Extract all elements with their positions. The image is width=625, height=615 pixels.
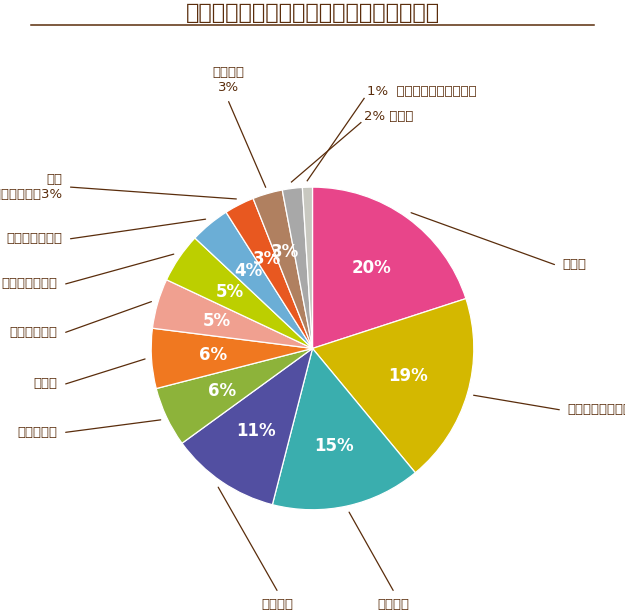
Text: 主体性: 主体性 (562, 258, 586, 271)
Wedge shape (312, 299, 474, 473)
Text: 人柄
（明る、素直さなど）3%: 人柄 （明る、素直さなど）3% (0, 173, 62, 201)
Wedge shape (253, 190, 312, 349)
Text: 19%: 19% (389, 367, 428, 386)
Text: 3%: 3% (253, 250, 281, 268)
Text: 一般常識: 一般常識 (261, 598, 293, 611)
Text: 6%: 6% (199, 346, 227, 363)
Text: 2% その他: 2% その他 (364, 109, 414, 122)
Text: 課題発見力: 課題発見力 (18, 426, 58, 439)
Wedge shape (152, 280, 312, 349)
Text: 独創性: 独創性 (34, 378, 58, 391)
Text: 企業が学生に不足していると思う能力要素: 企業が学生に不足していると思う能力要素 (186, 3, 439, 23)
Text: 6%: 6% (208, 382, 236, 400)
Text: 4%: 4% (234, 263, 263, 280)
Text: チームワーク力: チームワーク力 (2, 277, 58, 290)
Wedge shape (272, 349, 416, 510)
Wedge shape (182, 349, 312, 505)
Text: コミュニケーション力: コミュニケーション力 (568, 403, 625, 416)
Text: 一般教養
3%: 一般教養 3% (213, 66, 244, 93)
Text: ビジネスマナー: ビジネスマナー (6, 232, 63, 245)
Wedge shape (302, 187, 312, 349)
Wedge shape (226, 199, 312, 349)
Wedge shape (282, 188, 312, 349)
Wedge shape (166, 238, 312, 349)
Text: 粘り強さ: 粘り強さ (377, 598, 409, 611)
Text: 20%: 20% (351, 258, 391, 277)
Text: 1%  業界に関する専門知識: 1% 業界に関する専門知識 (368, 85, 477, 98)
Text: 5%: 5% (202, 312, 231, 330)
Wedge shape (195, 212, 312, 349)
Text: 15%: 15% (314, 437, 354, 455)
Text: 5%: 5% (216, 284, 244, 301)
Wedge shape (151, 328, 312, 389)
Text: 論理的思考力: 論理的思考力 (9, 326, 58, 339)
Wedge shape (312, 187, 466, 349)
Text: 11%: 11% (236, 422, 276, 440)
Wedge shape (156, 349, 312, 443)
Text: 3%: 3% (271, 244, 299, 261)
